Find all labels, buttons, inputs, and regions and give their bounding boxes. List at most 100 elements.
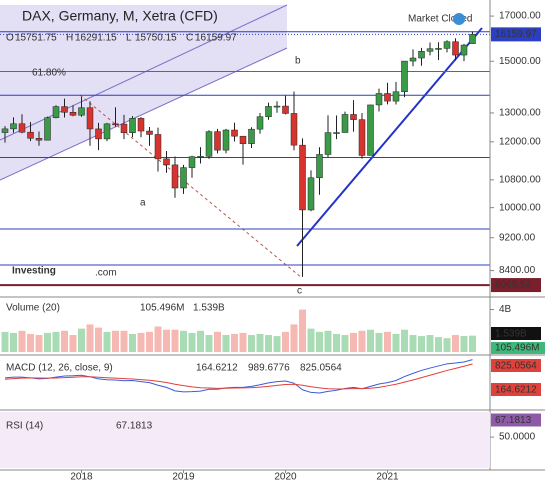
candle-body — [401, 60, 408, 92]
candle-body — [188, 156, 196, 168]
legend-value: 164.6212 — [196, 363, 238, 374]
volume-bar — [384, 331, 391, 352]
volume-bar — [35, 335, 43, 352]
volume-bar — [146, 331, 153, 352]
candle-body — [61, 106, 68, 113]
legend-value: 1.539B — [193, 303, 225, 314]
volume-bar — [214, 331, 221, 352]
ohlc-value: 15751.75 — [15, 33, 57, 44]
candle-body — [443, 41, 451, 49]
volume-bar — [10, 332, 17, 352]
ohlc-key: O — [6, 33, 14, 44]
value-box — [491, 383, 541, 396]
candle-body — [256, 116, 264, 130]
candle-body — [452, 41, 459, 56]
candle-body — [137, 118, 145, 132]
volume-bar — [44, 332, 51, 352]
volume-bar — [273, 336, 281, 352]
candle-body — [324, 132, 332, 155]
volume-bar — [231, 333, 238, 352]
volume-bar — [316, 331, 323, 352]
y-tick-label: 15000.00 — [499, 56, 541, 67]
volume-bar — [27, 333, 34, 352]
candle-body — [180, 167, 187, 189]
chart-title: DAX, Germany, M, Xetra (CFD) — [22, 8, 218, 24]
status-icon — [453, 13, 465, 25]
y-tick-label: 9200.00 — [499, 232, 536, 243]
candle-body — [163, 158, 170, 166]
volume-bar — [197, 330, 204, 352]
candle-body — [103, 123, 111, 140]
candle-body — [392, 91, 400, 102]
volume-bar — [333, 333, 340, 352]
ohlc-value: 16291.15 — [75, 33, 117, 44]
candle-body — [18, 123, 26, 133]
value-box — [491, 359, 541, 372]
volume-bar — [460, 336, 468, 352]
candle-body — [299, 144, 306, 211]
candle-body — [205, 131, 213, 157]
candle-body — [367, 104, 374, 156]
volume-bar — [443, 338, 451, 352]
volume-bar — [341, 335, 349, 352]
legend-value: 989.6776 — [248, 363, 290, 374]
volume-bar — [299, 309, 306, 352]
candle-body — [341, 114, 349, 133]
legend-value: 67.1813 — [116, 421, 153, 432]
volume-bar — [1, 331, 9, 352]
volume-bar — [163, 329, 170, 352]
candle-body — [86, 107, 94, 130]
candle-body — [265, 106, 272, 117]
value-label: 1.539B — [495, 329, 527, 340]
volume-bar — [435, 337, 442, 352]
logo: Investing — [12, 266, 56, 277]
candle-body — [418, 51, 425, 59]
annotation: c — [297, 286, 302, 297]
volume-bar — [265, 335, 272, 352]
volume-bar — [171, 329, 179, 352]
volume-bar — [69, 335, 77, 352]
candle-body — [78, 107, 85, 116]
annotation: a — [140, 198, 146, 209]
y-tick-label: 4B — [499, 304, 512, 315]
volume-bar — [95, 327, 102, 352]
candle-body — [69, 112, 77, 116]
ohlc-key: L — [126, 33, 132, 44]
macd-line — [4, 359, 473, 394]
volume-bar — [18, 330, 26, 352]
volume-bar — [256, 333, 264, 352]
candle-body — [248, 128, 255, 144]
candle-body — [426, 48, 434, 52]
ohlc-key: C — [186, 33, 193, 44]
volume-bar — [78, 328, 85, 352]
volume-bar — [290, 324, 298, 352]
y-tick-label: 17000.00 — [499, 11, 541, 22]
y-tick-label: 13000.00 — [499, 108, 541, 119]
panel-title: Volume (20) — [6, 303, 60, 314]
candle-body — [384, 93, 391, 102]
volume-bar — [154, 326, 162, 352]
y-tick-label: 12000.00 — [499, 136, 541, 147]
candle-body — [120, 123, 128, 133]
candle-body — [10, 123, 17, 130]
y-tick-label: 50.0000 — [499, 432, 536, 443]
volume-bar — [367, 329, 374, 352]
candle-body — [290, 113, 298, 146]
volume-bar — [307, 328, 315, 352]
volume-bar — [392, 333, 400, 352]
fib-label: 61.80% — [32, 68, 66, 79]
candle-body — [146, 130, 153, 135]
volume-bar — [61, 330, 68, 352]
volume-bar — [239, 332, 247, 352]
rsi-bg — [0, 412, 490, 468]
volume-bar — [188, 332, 196, 352]
y-tick-label: 8400.00 — [499, 265, 536, 276]
volume-bar — [205, 335, 213, 352]
logo: .com — [95, 268, 117, 279]
volume-bar — [248, 335, 255, 352]
candle-body — [469, 34, 476, 44]
candle-body — [129, 118, 136, 133]
candle-body — [239, 135, 247, 144]
